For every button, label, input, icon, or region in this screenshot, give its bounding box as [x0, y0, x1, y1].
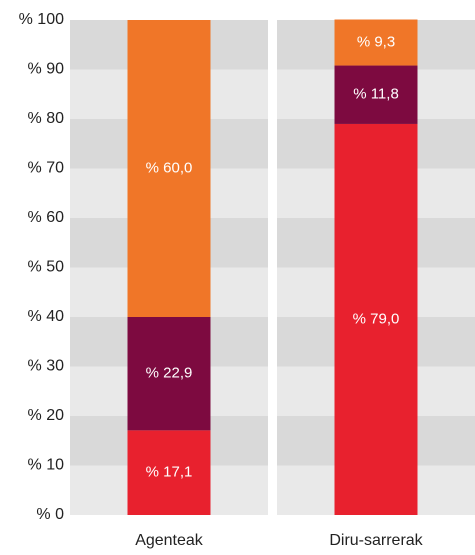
y-tick-label: % 20 [28, 407, 65, 424]
y-tick-label: % 60 [28, 209, 65, 226]
value-label: % 79,0 [353, 310, 400, 327]
bar-segment [334, 65, 418, 124]
bar-segment [127, 430, 211, 515]
bar-segment [334, 19, 418, 66]
bar-segment [127, 317, 211, 431]
x-tick-label: Agenteak [135, 532, 204, 549]
value-label: % 11,8 [353, 86, 399, 103]
y-tick-label: % 70 [28, 160, 65, 177]
y-tick-label: % 0 [36, 506, 64, 523]
y-tick-label: % 10 [28, 457, 65, 474]
y-tick-label: % 50 [28, 259, 65, 276]
value-label: % 60,0 [146, 159, 193, 176]
value-label: % 22,9 [146, 365, 193, 382]
x-tick-label: Diru-sarrerak [329, 532, 423, 549]
y-tick-label: % 100 [19, 11, 64, 28]
y-tick-label: % 90 [28, 61, 65, 78]
y-tick-label: % 30 [28, 358, 65, 375]
value-label: % 9,3 [357, 33, 395, 50]
y-tick-label: % 80 [28, 110, 65, 127]
value-label: % 17,1 [146, 464, 193, 481]
bar-segment [127, 20, 211, 317]
y-tick-label: % 40 [28, 308, 65, 325]
bar-segment [334, 123, 418, 515]
